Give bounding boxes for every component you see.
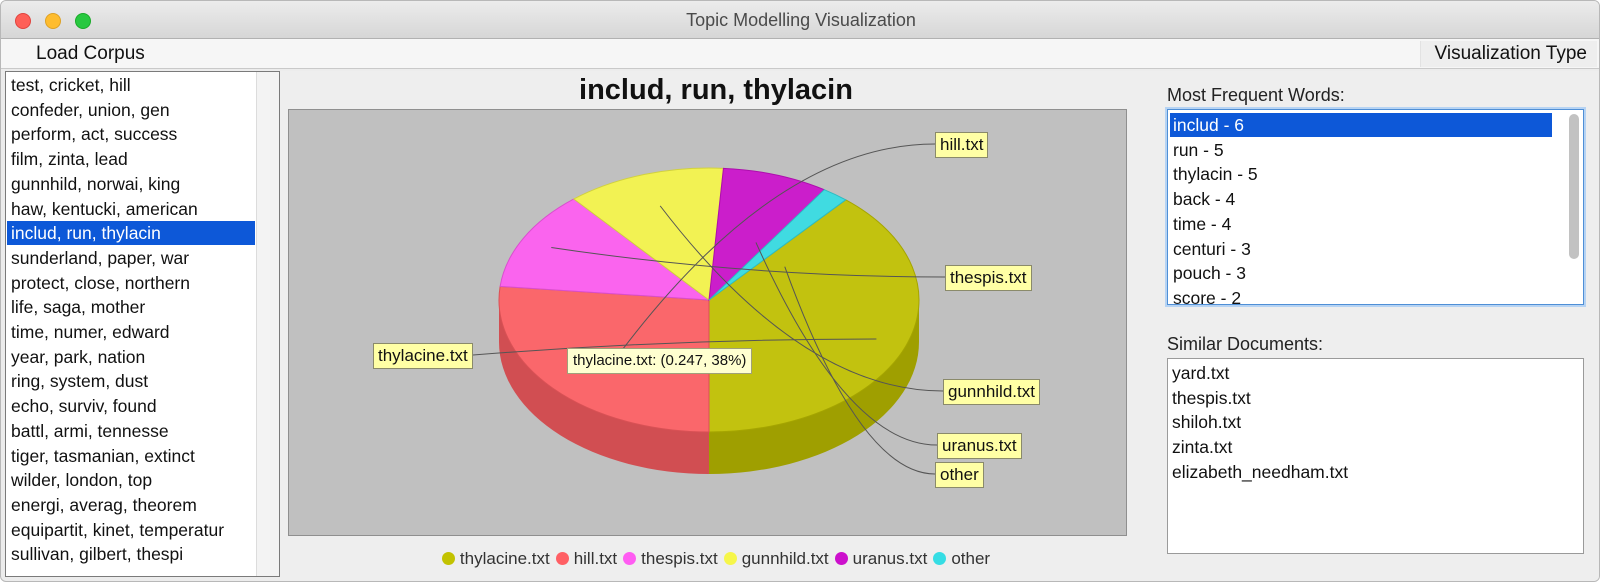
chart-panel: includ, run, thylacin thylacine.txt hill.…	[280, 71, 1152, 581]
legend-swatch	[834, 552, 848, 565]
pie-slice-side	[499, 300, 709, 474]
topic-list-item[interactable]: ring, system, dust	[11, 371, 149, 392]
legend-label: gunnhild.txt	[741, 549, 829, 568]
most-frequent-words-list[interactable]: includ - 6 run - 5 thylacin - 5 back - 4 tim…	[1167, 109, 1584, 305]
frequent-word-item[interactable]: run - 5	[1173, 139, 1224, 160]
legend-swatch	[723, 552, 737, 565]
similar-document-item[interactable]: yard.txt	[1172, 363, 1230, 383]
callout-line	[551, 246, 946, 278]
legend-item: thespis.txt	[623, 549, 718, 569]
chart-legend: thylacine.txt hill.txt thespis.txt gunnhild…	[280, 549, 1152, 577]
pie-slice-side	[709, 300, 919, 474]
pie-slice[interactable]	[708, 199, 920, 433]
similar-documents-label: Similar Documents:	[1167, 334, 1324, 354]
topic-list-item[interactable]: perform, act, success	[11, 124, 178, 145]
topic-list-item[interactable]: time, numer, edward	[11, 322, 170, 342]
callout-line	[622, 143, 936, 349]
window-title: Topic Modelling Visualization	[686, 10, 916, 30]
legend-swatch	[441, 552, 455, 565]
pie-slice[interactable]	[572, 167, 725, 301]
frequent-word-item[interactable]: centuri - 3	[1173, 238, 1251, 259]
legend-swatch	[623, 552, 637, 565]
frequent-word-item[interactable]: time - 4	[1173, 213, 1232, 234]
topic-list[interactable]: test, cricket, hill confeder, union, gen p…	[5, 71, 280, 577]
title-bar: Topic Modelling Visualization	[1, 1, 1599, 39]
topic-list-item[interactable]: haw, kentucki, american	[11, 198, 198, 219]
slice-tooltip: thylacine.txt: (0.247, 38%)	[567, 348, 753, 374]
topic-list-item[interactable]: tiger, tasmanian, extinct	[11, 445, 195, 466]
pie-slice[interactable]	[708, 189, 847, 301]
pie-top-faces	[498, 167, 920, 433]
legend-label: thylacine.txt	[459, 549, 550, 568]
topic-list-item[interactable]: energi, averag, theorem	[11, 494, 197, 515]
chart-title: includ, run, thylacin	[579, 74, 853, 106]
legend-swatch	[555, 552, 569, 565]
pie-slice[interactable]	[499, 198, 711, 301]
frequent-word-item[interactable]: thylacin - 5	[1173, 164, 1258, 185]
pie-side-walls	[499, 300, 919, 474]
similar-document-item[interactable]: thespis.txt	[1172, 387, 1251, 408]
frequent-word-item[interactable]: includ - 6	[1170, 113, 1552, 137]
frequent-word-item[interactable]: back - 4	[1173, 189, 1236, 210]
words-list-scrollbar[interactable]	[1569, 114, 1579, 259]
legend-item: uranus.txt	[834, 549, 928, 569]
topic-list-item[interactable]: echo, surviv, found	[11, 396, 157, 417]
pie-chart-svg[interactable]	[289, 110, 1128, 537]
topic-list-item[interactable]: battl, armi, tennesse	[11, 420, 169, 441]
minimize-window-button[interactable]	[45, 13, 61, 29]
topic-list-item[interactable]: sunderland, paper, war	[11, 247, 190, 268]
topic-list-item[interactable]: includ, run, thylacin	[7, 221, 255, 246]
callout-line	[755, 242, 938, 446]
most-frequent-words-label: Most Frequent Words:	[1167, 85, 1345, 105]
callout-line	[784, 266, 936, 475]
similar-document-item[interactable]: zinta.txt	[1172, 437, 1233, 458]
load-corpus-menu[interactable]: Load Corpus	[36, 43, 145, 64]
callout-leader-lines	[472, 143, 946, 475]
similar-document-item[interactable]: elizabeth_needham.txt	[1172, 461, 1349, 482]
legend-item: thylacine.txt	[441, 549, 550, 569]
similar-document-item[interactable]: shiloh.txt	[1172, 412, 1242, 433]
pie-chart-plot[interactable]: thylacine.txt hill.txt thespis.txt gunnhild…	[288, 109, 1127, 536]
topic-list-item[interactable]: test, cricket, hill	[11, 75, 131, 95]
topic-list-item[interactable]: sullivan, gilbert, thespi	[11, 544, 184, 565]
frequent-word-item[interactable]: score - 2	[1173, 287, 1242, 305]
menu-bar: Load Corpus Visualization Type	[1, 39, 1599, 69]
topic-list-item[interactable]: wilder, london, top	[11, 470, 153, 491]
legend-label: hill.txt	[573, 549, 618, 568]
legend-item: other	[933, 549, 990, 569]
callout-line	[659, 205, 944, 392]
callout-line	[472, 338, 877, 356]
visualization-type-menu[interactable]: Visualization Type	[1419, 41, 1597, 67]
maximize-window-button[interactable]	[75, 13, 91, 29]
legend-label: thespis.txt	[641, 549, 718, 568]
similar-documents-list[interactable]: yard.txt thespis.txt shiloh.txt zinta.txt el…	[1167, 358, 1584, 554]
slice-callout-label: thespis.txt	[945, 265, 1032, 291]
slice-callout-label: gunnhild.txt	[943, 379, 1040, 405]
topic-list-item[interactable]: film, zinta, lead	[11, 149, 128, 170]
pie-slice[interactable]	[708, 167, 826, 302]
topic-list-item[interactable]: year, park, nation	[11, 346, 146, 367]
slice-callout-label: hill.txt	[935, 132, 989, 158]
topic-list-item[interactable]: gunnhild, norwai, king	[11, 173, 181, 194]
topic-list-item[interactable]: life, saga, mother	[11, 297, 146, 318]
legend-label: uranus.txt	[852, 549, 928, 568]
close-window-button[interactable]	[15, 13, 31, 29]
legend-label: other	[951, 549, 991, 568]
topic-list-item[interactable]: equipartit, kinet, temperatur	[11, 519, 225, 540]
legend-item: gunnhild.txt	[723, 549, 829, 569]
slice-callout-label: thylacine.txt	[373, 343, 473, 369]
legend-swatch	[933, 552, 947, 565]
topic-list-item[interactable]: confeder, union, gen	[11, 99, 170, 120]
slice-callout-label: other	[935, 462, 984, 488]
frequent-word-item[interactable]: pouch - 3	[1173, 263, 1246, 284]
legend-item: hill.txt	[555, 549, 618, 569]
slice-callout-label: uranus.txt	[937, 433, 1022, 459]
topic-list-item[interactable]: protect, close, northern	[11, 272, 190, 293]
topic-list-scrollbar[interactable]	[256, 72, 279, 576]
details-panel: Most Frequent Words: includ - 6 run - 5 th…	[1152, 71, 1599, 581]
